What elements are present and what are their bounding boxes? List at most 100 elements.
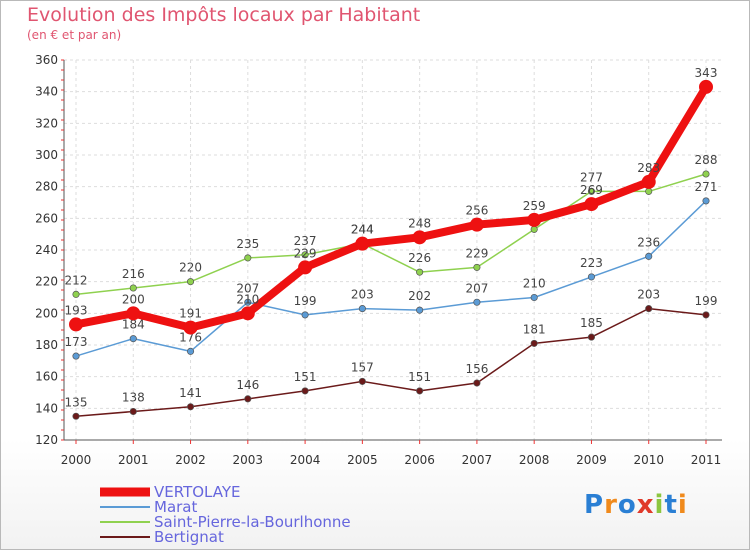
data-label-saint-pierre-la-bourlhonne: 216 <box>122 267 145 281</box>
y-tick-label: 320 <box>35 116 58 130</box>
data-point-bertignat <box>129 407 137 416</box>
data-label-bertignat: 146 <box>236 378 259 392</box>
data-label-bertignat: 203 <box>637 288 660 302</box>
y-tick-label: 200 <box>35 306 58 320</box>
chart-subtitle: (en € et par an) <box>27 28 122 42</box>
y-tick-label: 340 <box>35 85 58 99</box>
data-point-marat <box>72 352 80 360</box>
x-tick-label: 2011 <box>691 453 722 467</box>
data-label-marat: 176 <box>179 330 202 344</box>
data-label-bertignat: 185 <box>580 316 603 330</box>
data-label-marat: 202 <box>408 289 431 303</box>
logo-letter: t <box>664 490 678 520</box>
logo-letter: i <box>654 490 665 520</box>
data-point-marat <box>129 335 137 343</box>
data-point-vertolaye <box>584 197 599 212</box>
legend-label-vertolaye: VERTOLAYE <box>154 483 240 501</box>
data-label-vertolaye: 248 <box>408 216 431 230</box>
logo-letter: r <box>604 490 618 520</box>
data-label-saint-pierre-la-bourlhonne: 212 <box>65 273 88 287</box>
logo-letter: i <box>677 490 688 520</box>
data-point-vertolaye <box>412 230 427 245</box>
data-point-vertolaye <box>641 174 656 189</box>
data-point-bertignat <box>186 403 195 411</box>
data-label-marat: 210 <box>523 277 546 291</box>
data-point-marat <box>473 298 481 306</box>
data-label-marat: 271 <box>695 180 718 194</box>
logo-letter: P <box>584 490 605 520</box>
data-label-marat: 236 <box>637 235 660 249</box>
x-tick-label: 2005 <box>347 453 378 467</box>
logo-letter: o <box>617 490 637 520</box>
data-point-marat <box>645 252 653 260</box>
series-line-saint-pierre-la-bourlhonne <box>75 173 707 296</box>
x-tick-label: 2010 <box>633 453 664 467</box>
chart-title: Evolution des Impôts locaux par Habitant <box>27 4 421 26</box>
data-point-saint-pierre-la-bourlhonne <box>645 187 653 195</box>
y-tick-label: 240 <box>35 243 58 257</box>
data-label-vertolaye: 229 <box>294 246 317 260</box>
y-tick-label: 260 <box>35 211 58 225</box>
data-label-bertignat: 151 <box>294 370 317 384</box>
data-point-bertignat <box>702 311 710 319</box>
x-tick-label: 2006 <box>404 453 435 467</box>
data-label-saint-pierre-la-bourlhonne: 235 <box>236 237 259 251</box>
y-tick-label: 180 <box>35 338 58 352</box>
data-label-bertignat: 199 <box>695 294 718 308</box>
legend-label-saint-pierre-la-bourlhonne: Saint-Pierre-la-Bourlhonne <box>154 513 351 531</box>
data-point-bertignat <box>473 379 481 387</box>
data-label-vertolaye: 200 <box>122 292 145 306</box>
data-label-vertolaye: 269 <box>580 183 603 197</box>
y-tick-label: 160 <box>35 370 58 384</box>
data-label-marat: 207 <box>465 281 488 295</box>
y-tick-label: 280 <box>35 180 58 194</box>
data-label-saint-pierre-la-bourlhonne: 226 <box>408 251 431 265</box>
legend-label-marat: Marat <box>154 498 197 516</box>
data-label-saint-pierre-la-bourlhonne: 229 <box>465 246 488 260</box>
data-point-saint-pierre-la-bourlhonne <box>702 170 710 178</box>
data-label-marat: 207 <box>236 281 259 295</box>
data-point-vertolaye <box>699 79 713 94</box>
data-point-bertignat <box>530 339 538 347</box>
data-point-bertignat <box>645 305 653 313</box>
x-tick-label: 2008 <box>519 453 550 467</box>
data-label-bertignat: 181 <box>523 322 546 336</box>
data-label-vertolaye: 210 <box>236 292 259 306</box>
data-label-saint-pierre-la-bourlhonne: 220 <box>179 261 202 275</box>
data-label-saint-pierre-la-bourlhonne: 288 <box>695 153 718 167</box>
series-line-marat <box>75 200 707 357</box>
data-label-vertolaye: 343 <box>695 66 718 80</box>
data-point-bertignat <box>416 387 424 395</box>
data-point-bertignat <box>358 377 366 385</box>
data-point-vertolaye <box>240 306 255 321</box>
data-point-marat <box>530 293 538 302</box>
data-label-vertolaye: 283 <box>637 161 660 175</box>
logo-letter: x <box>636 490 655 520</box>
data-label-marat: 223 <box>580 256 603 270</box>
data-point-saint-pierre-la-bourlhonne <box>473 263 481 271</box>
data-label-marat: 203 <box>351 288 374 302</box>
data-point-saint-pierre-la-bourlhonne <box>530 225 538 233</box>
data-point-saint-pierre-la-bourlhonne <box>244 254 252 262</box>
x-tick-label: 2009 <box>576 453 607 467</box>
data-label-marat: 173 <box>65 335 88 349</box>
data-label-saint-pierre-la-bourlhonne: 244 <box>351 223 374 237</box>
legend-label-bertignat: Bertignat <box>154 528 224 546</box>
data-point-saint-pierre-la-bourlhonne <box>72 290 80 298</box>
x-tick-label: 2001 <box>118 453 149 467</box>
data-label-bertignat: 138 <box>122 391 145 405</box>
data-label-vertolaye: 259 <box>523 199 546 213</box>
y-tick-label: 220 <box>35 275 58 289</box>
y-tick-label: 360 <box>35 53 58 67</box>
data-point-marat <box>186 347 195 355</box>
data-point-marat <box>416 306 424 314</box>
data-point-vertolaye <box>69 317 83 332</box>
data-point-vertolaye <box>355 236 370 251</box>
data-point-saint-pierre-la-bourlhonne <box>301 251 309 259</box>
data-point-marat <box>244 298 252 306</box>
data-point-vertolaye <box>183 320 198 335</box>
data-label-saint-pierre-la-bourlhonne: 237 <box>294 234 317 248</box>
series-line-vertolaye <box>75 84 710 332</box>
data-point-vertolaye <box>126 306 141 321</box>
